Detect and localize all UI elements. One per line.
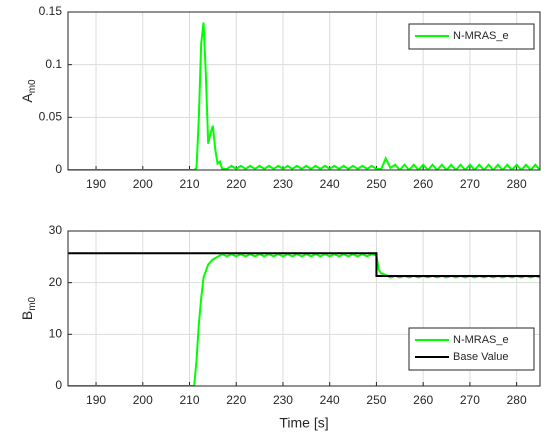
x-tick-label: 270 — [460, 177, 480, 191]
y-axis-label-sub: m0 — [27, 79, 38, 93]
y-tick-label: 30 — [49, 223, 63, 237]
x-tick-label: 210 — [179, 393, 199, 407]
x-tick-label: 250 — [366, 393, 386, 407]
y-tick-label: 10 — [49, 327, 63, 341]
y-axis-label-sub: m0 — [27, 296, 38, 310]
legend-label: N-MRAS_e — [453, 30, 509, 42]
x-tick-label: 220 — [226, 177, 246, 191]
x-tick-label: 210 — [179, 177, 199, 191]
x-tick-label: 260 — [413, 177, 433, 191]
legend-label: Base Value — [453, 351, 508, 363]
data-line — [68, 22, 540, 170]
x-tick-label: 230 — [273, 177, 293, 191]
y-tick-label: 20 — [49, 275, 63, 289]
axes-box — [67, 11, 541, 171]
x-tick-label: 190 — [86, 177, 106, 191]
y-tick-label: 0.05 — [39, 110, 63, 124]
y-tick-label: 0.1 — [45, 57, 62, 71]
x-axis-label: Time [s] — [279, 415, 328, 431]
x-tick-label: 220 — [226, 393, 246, 407]
y-tick-label: 0 — [55, 378, 62, 392]
x-tick-label: 270 — [460, 393, 480, 407]
y-axis-label-main: B — [19, 311, 35, 320]
x-tick-label: 280 — [507, 393, 527, 407]
y-axis-label: Am0 — [19, 79, 38, 103]
x-tick-label: 260 — [413, 393, 433, 407]
legend-box — [408, 327, 535, 371]
x-tick-label: 250 — [366, 177, 386, 191]
x-tick-label: 190 — [86, 393, 106, 407]
y-axis-label-main: A — [19, 93, 35, 103]
x-tick-label: 240 — [320, 177, 340, 191]
y-tick-label: 0 — [55, 162, 62, 176]
data-line — [68, 252, 540, 277]
y-axis-label: Bm0 — [19, 296, 38, 320]
axes-box — [67, 230, 541, 387]
x-tick-label: 200 — [133, 393, 153, 407]
x-tick-label: 280 — [507, 177, 527, 191]
x-tick-label: 230 — [273, 393, 293, 407]
y-tick-label: 0.15 — [39, 4, 63, 18]
x-tick-label: 200 — [133, 177, 153, 191]
legend-label: N-MRAS_e — [453, 334, 509, 346]
x-tick-label: 240 — [320, 393, 340, 407]
